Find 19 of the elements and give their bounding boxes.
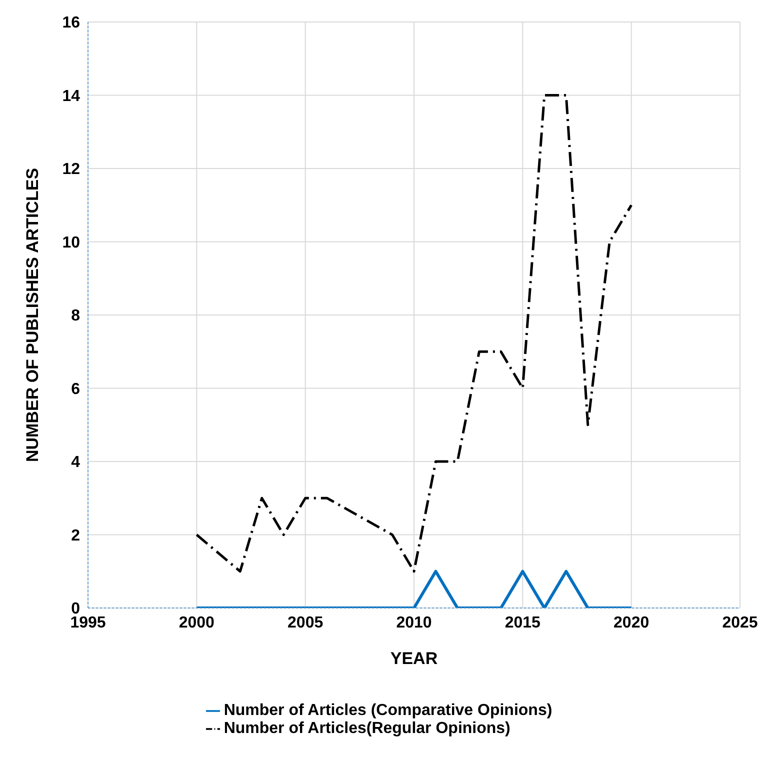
y-tick-label: 12 (62, 161, 80, 178)
y-axis-title: NUMBER OF PUBLISHES ARTICLES (23, 168, 42, 462)
y-tick-label: 4 (71, 454, 80, 472)
x-tick-label: 2025 (722, 614, 758, 632)
y-tick-label: 6 (71, 380, 80, 398)
y-tick-label: 10 (62, 234, 80, 252)
x-tick-label: 2010 (396, 614, 432, 632)
x-tick-label: 2020 (614, 614, 650, 632)
x-tick-label: 2000 (178, 614, 215, 632)
x-axis-title: YEAR (390, 649, 438, 668)
y-tick-label: 14 (62, 88, 80, 105)
y-tick-label: 8 (71, 308, 80, 325)
x-tick-label: 2005 (288, 614, 324, 632)
y-tick-label: 2 (71, 527, 80, 544)
legend-label: Number of Articles(Regular Opinions) (224, 720, 510, 737)
line-series (195, 94, 633, 573)
x-tick-label: 2015 (504, 614, 541, 632)
y-tick-label: 16 (62, 14, 80, 32)
legend-label: Number of Articles (Comparative Opinions) (224, 702, 552, 719)
